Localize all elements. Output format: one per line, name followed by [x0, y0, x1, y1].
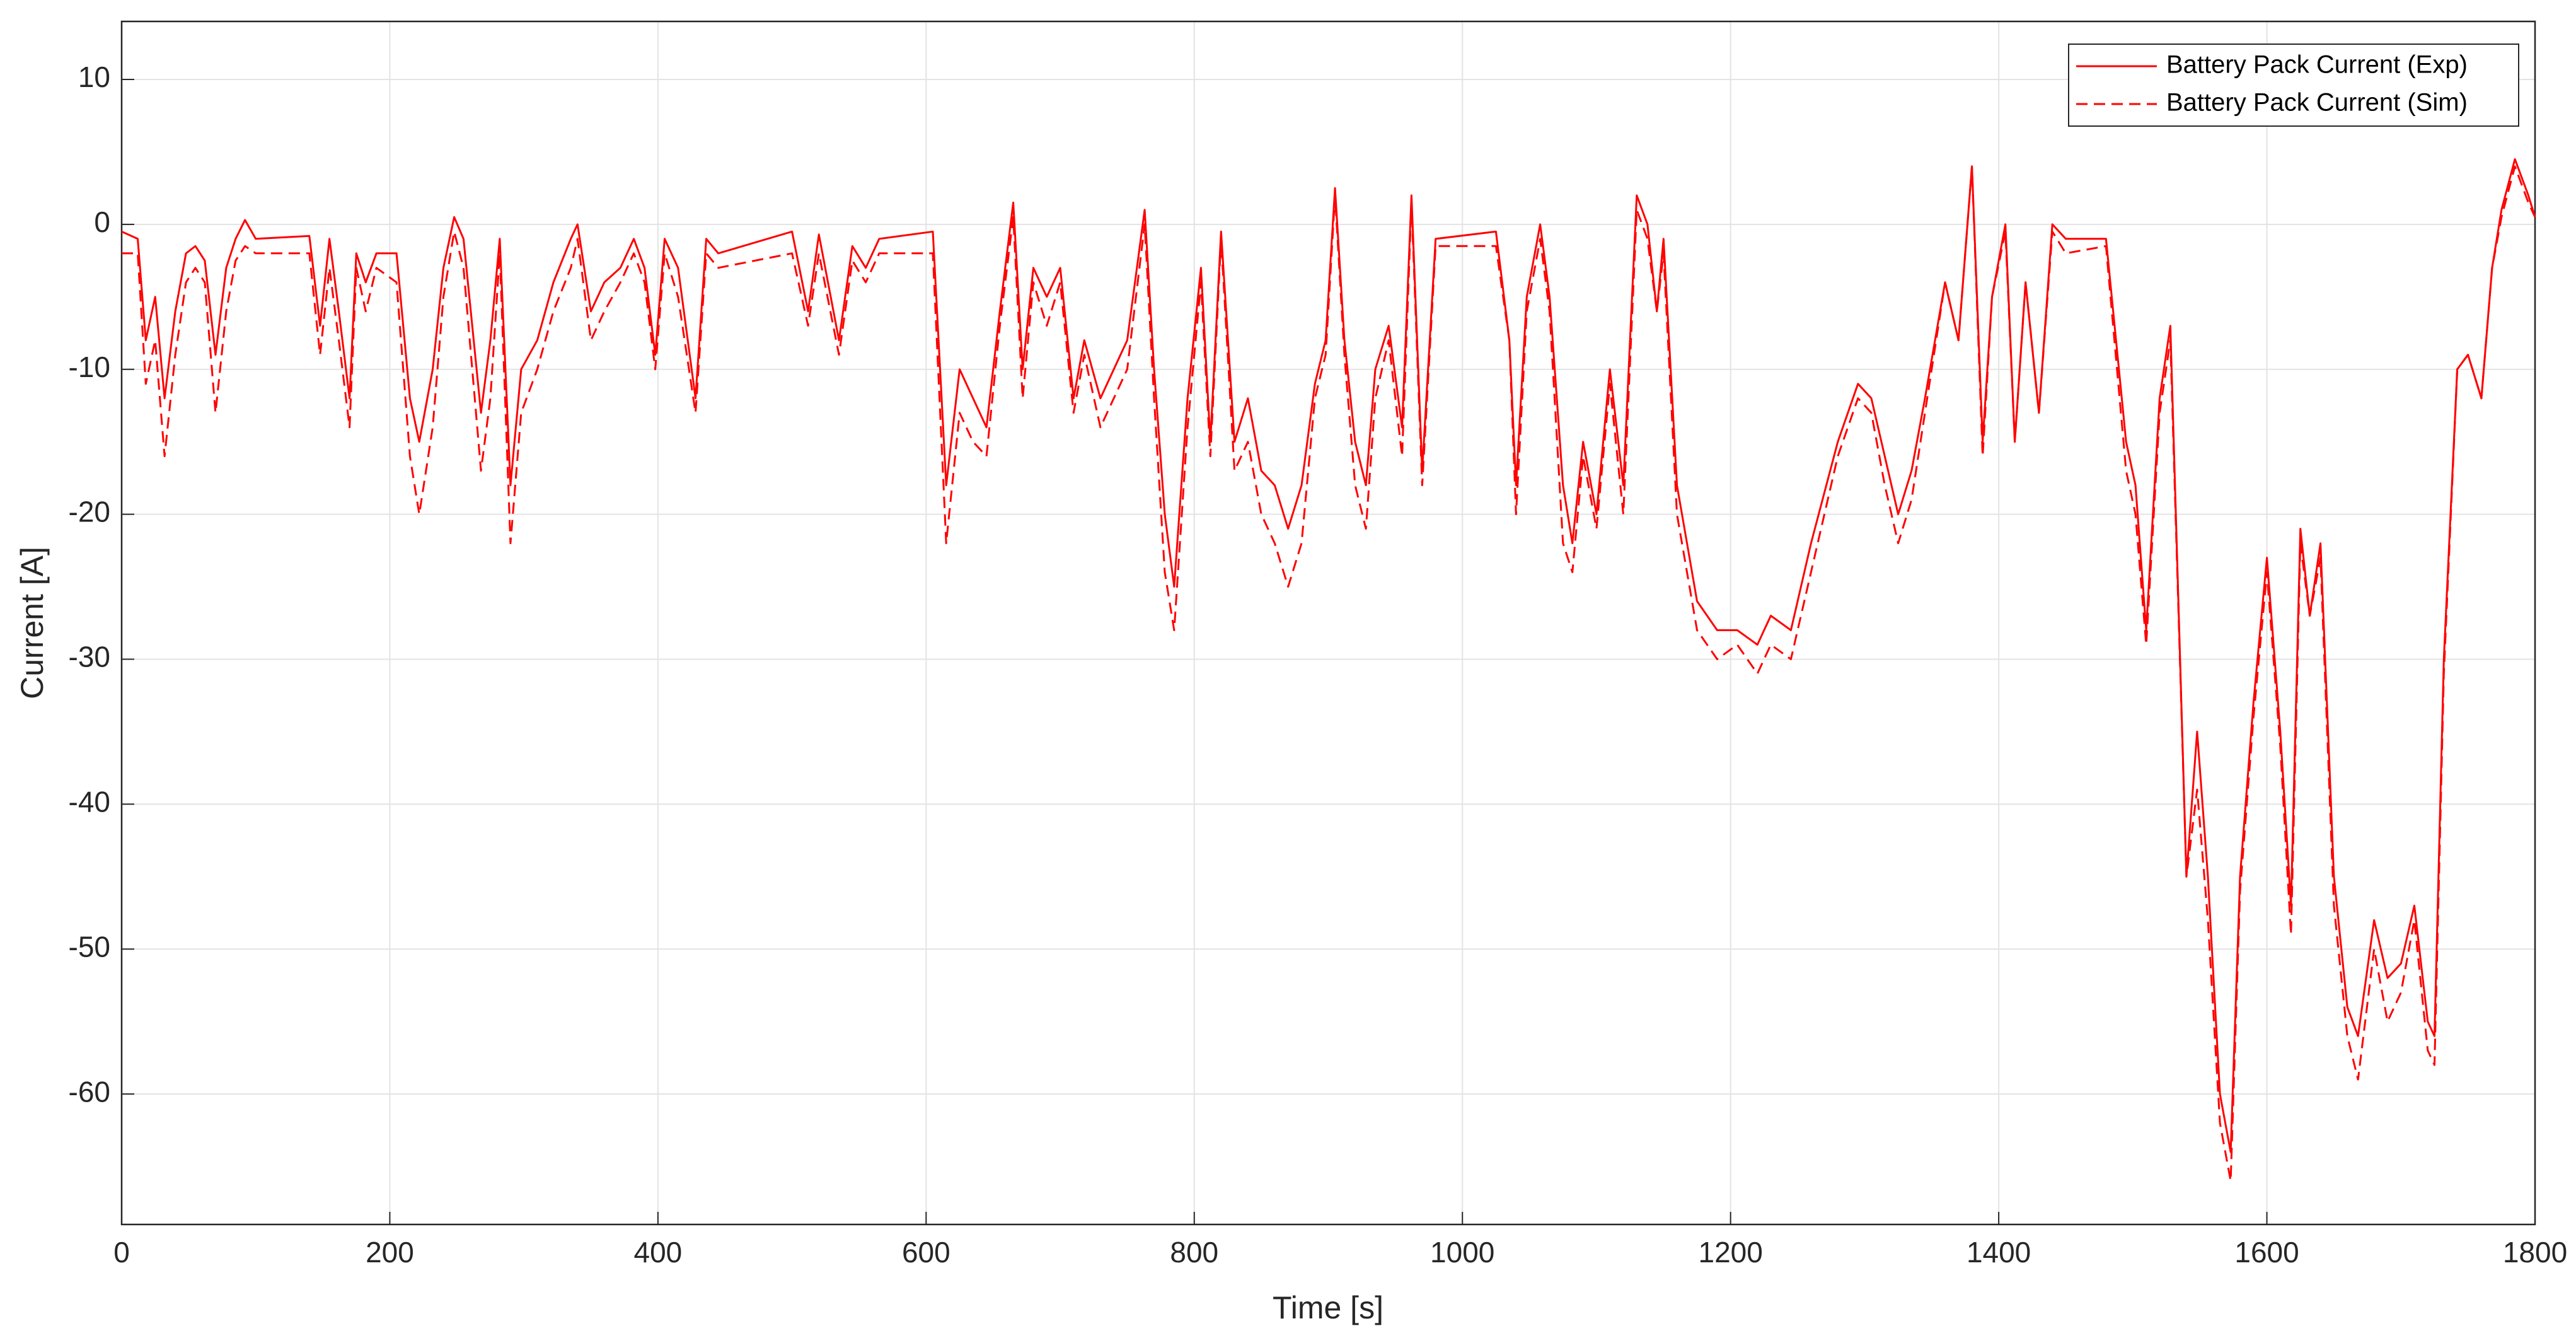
- legend-box: [2068, 44, 2519, 127]
- legend-label: Battery Pack Current (Sim): [2166, 89, 2468, 117]
- y-tick-label: -60: [69, 1075, 110, 1108]
- series-line: [122, 165, 2536, 1182]
- x-tick-label: 1600: [2234, 1236, 2299, 1269]
- x-tick-label: 1000: [1430, 1236, 1494, 1269]
- y-tick-label: 0: [94, 206, 110, 238]
- y-tick-label: -20: [69, 496, 110, 528]
- y-tick-label: -30: [69, 641, 110, 673]
- x-tick-label: 200: [366, 1236, 414, 1269]
- x-tick-label: 400: [634, 1236, 683, 1269]
- x-tick-label: 1400: [1967, 1236, 2031, 1269]
- series-line: [121, 158, 2536, 1153]
- y-tick-label: 10: [78, 61, 110, 93]
- x-axis-label: Time [s]: [1273, 1290, 1383, 1325]
- x-tick-label: 1200: [1698, 1236, 1762, 1269]
- x-tick-label: 600: [902, 1236, 950, 1269]
- x-tick-label: 1800: [2503, 1236, 2567, 1269]
- legend-label: Battery Pack Current (Exp): [2166, 51, 2468, 79]
- y-axis-label: Current [A]: [14, 547, 50, 699]
- x-tick-label: 800: [1170, 1236, 1218, 1269]
- y-tick-label: -40: [69, 786, 110, 818]
- x-tick-label: 0: [113, 1236, 130, 1269]
- plot-frame: [120, 20, 2536, 1226]
- y-tick-label: -50: [69, 930, 110, 963]
- y-tick-label: -10: [69, 351, 110, 383]
